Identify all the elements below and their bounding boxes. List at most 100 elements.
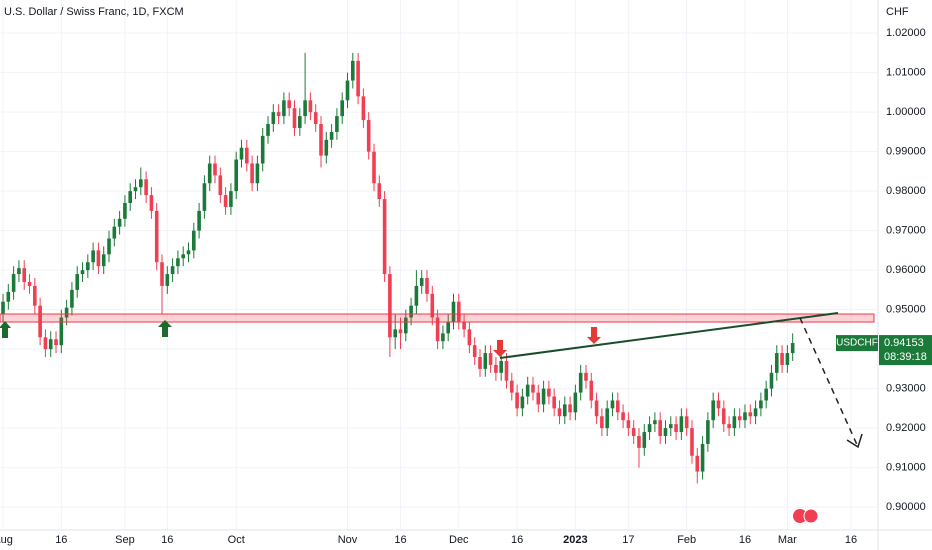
candle-body — [764, 388, 768, 401]
candle-body — [202, 183, 207, 211]
candle-body — [239, 147, 244, 160]
symbol-badge — [836, 335, 878, 352]
symbol-label: USDCHF — [836, 338, 878, 349]
candle-body — [552, 396, 556, 409]
candle-body — [748, 412, 753, 417]
candle-body — [1, 301, 5, 314]
candle-body — [27, 281, 32, 286]
candle-body — [160, 262, 164, 286]
candle-body — [255, 163, 260, 184]
trend-line — [499, 312, 839, 359]
chart-title: U.S. Dollar / Swiss Franc, 1D, FXCM — [4, 6, 184, 18]
candle-body — [313, 112, 318, 125]
candle-body — [653, 420, 657, 425]
candle-body — [324, 139, 329, 156]
candle-body — [176, 258, 180, 267]
candle-body — [366, 120, 371, 152]
candle-body — [361, 96, 366, 121]
candle-body — [11, 274, 16, 292]
x-tick-label: 17 — [622, 534, 634, 546]
candle-body — [674, 424, 678, 433]
logo-circle — [803, 508, 819, 524]
candle-body — [59, 317, 64, 346]
candle-body — [663, 428, 668, 437]
y-tick-label: 0.96000 — [886, 264, 926, 276]
candle-body — [133, 187, 138, 192]
candle-body — [303, 100, 307, 117]
candle-body — [478, 357, 482, 369]
candle-body — [245, 147, 249, 164]
candle-body — [425, 278, 429, 294]
candle-body — [605, 408, 609, 429]
candle-body — [218, 175, 223, 196]
candle-body — [547, 388, 551, 397]
candle-body — [615, 400, 620, 413]
candle-body — [637, 436, 641, 448]
x-tick-label: 16 — [511, 534, 523, 546]
candle-body — [287, 100, 292, 109]
candle-body — [266, 124, 270, 136]
candle-body — [584, 372, 588, 381]
candle-body — [377, 183, 382, 200]
candle-body — [785, 353, 790, 365]
down-arrow — [587, 327, 601, 344]
up-arrow — [158, 320, 172, 337]
candle-body — [382, 199, 387, 275]
candle-body — [308, 100, 313, 113]
candle-body — [711, 400, 715, 421]
candle-body — [610, 400, 615, 409]
candle-body — [319, 124, 323, 156]
x-tick-label: 16 — [394, 534, 406, 546]
candle-body — [298, 116, 302, 128]
countdown: 08:39:18 — [884, 351, 927, 363]
candle-body — [234, 159, 239, 192]
candle-body — [398, 329, 403, 334]
candle-body — [732, 416, 737, 429]
y-tick-label: 0.95000 — [886, 304, 926, 316]
resistance-zone — [0, 313, 875, 323]
candle-body — [753, 408, 758, 417]
candle-body — [38, 305, 42, 338]
candle-body — [441, 333, 445, 342]
candle-body — [700, 443, 705, 472]
candle-body — [573, 392, 578, 413]
candle-body — [727, 424, 731, 429]
candle-body — [658, 420, 662, 437]
y-tick-label: 0.99000 — [886, 146, 926, 158]
x-tick-label: 16 — [739, 534, 751, 546]
logo-circle — [793, 509, 807, 523]
x-tick-label: 2023 — [563, 534, 587, 546]
x-tick-label: Nov — [338, 534, 358, 546]
candle-body — [626, 420, 631, 429]
candle-body — [181, 254, 186, 259]
currency-label: CHF — [886, 6, 909, 18]
up-arrow — [0, 321, 11, 338]
candle-body — [128, 191, 133, 203]
candle-body — [192, 230, 196, 251]
candle-body — [494, 364, 498, 373]
candle-body — [520, 396, 525, 409]
candle-body — [123, 202, 127, 219]
candle-body — [621, 412, 625, 421]
candle-body — [515, 392, 519, 409]
candle-body — [48, 339, 53, 350]
candle-body — [483, 353, 488, 369]
candle-body — [43, 337, 48, 350]
candle-body — [721, 408, 726, 425]
candle-body — [165, 274, 170, 286]
logo — [793, 508, 819, 524]
x-tick-label: Mar — [778, 534, 797, 546]
candle-body — [499, 360, 503, 373]
candle-body — [414, 285, 419, 306]
candle-body — [541, 388, 546, 405]
candle-body — [525, 384, 530, 397]
candle-body — [488, 353, 493, 365]
candle-body — [6, 291, 11, 302]
candle-body — [780, 353, 784, 365]
candle-body — [229, 191, 233, 207]
x-tick-label: Oct — [228, 534, 245, 546]
candle-body — [743, 412, 747, 421]
candle-body — [170, 266, 175, 275]
